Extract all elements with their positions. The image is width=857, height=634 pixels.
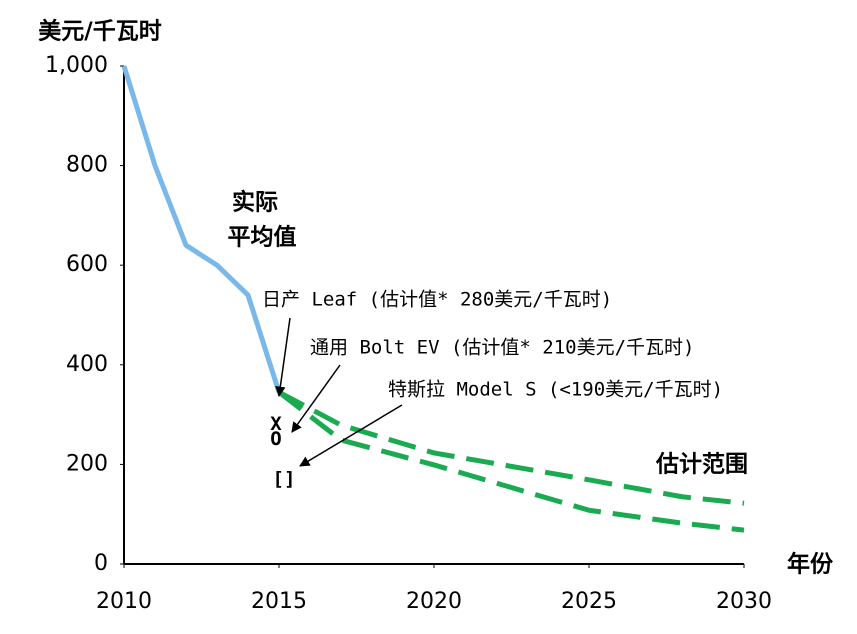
x-tick-label: 2030 — [716, 589, 772, 614]
annotation: 实际 — [232, 189, 278, 216]
arrow — [275, 317, 291, 398]
series-line — [277, 390, 745, 533]
annotation: 日产 Leaf (估计值* 280美元/千瓦时) — [262, 289, 612, 311]
y-tick-label: 1,000 — [45, 53, 108, 78]
marker: [] — [273, 468, 296, 490]
annotation: 通用 Bolt EV (估计值* 210美元/千瓦时) — [310, 337, 694, 359]
y-tick-label: 400 — [66, 352, 108, 377]
y-tick-label: 0 — [94, 551, 108, 576]
series-line — [277, 389, 745, 506]
marker: X — [270, 413, 282, 435]
y-axis-title: 美元/千瓦时 — [38, 18, 161, 45]
marker: O — [270, 428, 281, 450]
x-tick-label: 2025 — [561, 589, 617, 614]
y-tick-label: 600 — [66, 252, 108, 277]
series-line — [121, 65, 282, 393]
annotation: 特斯拉 Model S (<190美元/千瓦时) — [388, 379, 723, 401]
arrow — [291, 364, 341, 433]
x-tick-label: 2010 — [96, 589, 152, 614]
x-tick-label: 2015 — [251, 589, 307, 614]
x-tick-label: 2020 — [406, 589, 462, 614]
x-axis-title: 年份 — [787, 551, 834, 578]
annotation: 平均值 — [228, 224, 297, 251]
y-tick-label: 800 — [66, 153, 108, 178]
y-tick-label: 200 — [66, 451, 108, 476]
arrow — [299, 404, 403, 467]
annotation: 估计范围 — [655, 452, 748, 478]
